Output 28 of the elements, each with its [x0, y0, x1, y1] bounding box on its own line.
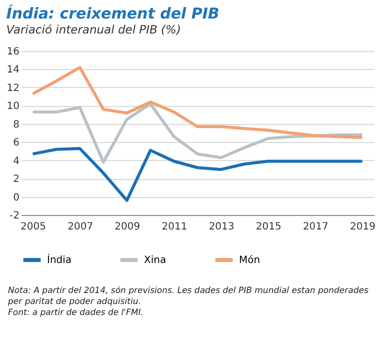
x-tick-label: 2017 [302, 222, 328, 232]
x-tick-label: 2007 [68, 222, 94, 232]
y-tick-label: 2 [13, 174, 20, 186]
y-tick-label: 14 [6, 64, 20, 76]
text: Font: a partir de dades de l'FMI. [8, 308, 144, 320]
y-tick-label: -2 [10, 210, 20, 222]
y-tick-label: 12 [6, 82, 20, 94]
x-tick-label: 2019 [350, 222, 376, 232]
legend-label: Índia [47, 253, 72, 266]
x-tick-label: 2009 [114, 222, 140, 232]
legend-label: Xina [144, 255, 166, 266]
line-series [31, 146, 364, 202]
y-tick-label: 4 [13, 156, 20, 167]
y-tick-label: 6 [13, 138, 20, 149]
chart-subtitle: Variació interanual del PIB (%) [6, 22, 181, 36]
text: Nota: A partir del 2014, són previsions. Les dades del PIB mundial estan ponderades per paritat de poder adquisitiu. [8, 286, 370, 308]
chart-title: Índia: creixement del PIB [6, 4, 220, 22]
line-series [31, 66, 364, 140]
y-tick-label: 16 [6, 46, 20, 58]
x-tick-label: 2005 [20, 222, 46, 232]
y-tick-label: 10 [6, 101, 20, 112]
x-tick-label: 2015 [256, 222, 282, 232]
x-tick-label: 2011 [162, 222, 188, 232]
y-tick-label: 0 [13, 192, 20, 204]
y-tick-label: 8 [13, 119, 20, 130]
line-series [31, 102, 364, 164]
legend-label: Món [239, 255, 260, 266]
x-tick-label: 2013 [208, 222, 234, 232]
